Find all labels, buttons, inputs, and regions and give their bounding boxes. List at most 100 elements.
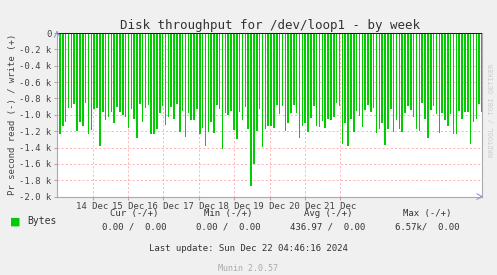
Bar xyxy=(136,33,138,138)
Bar xyxy=(393,33,395,132)
Bar xyxy=(56,33,58,115)
Bar xyxy=(441,33,443,113)
Bar xyxy=(307,33,309,131)
Bar xyxy=(96,33,98,109)
Bar xyxy=(142,33,144,122)
Bar xyxy=(93,33,95,109)
Bar xyxy=(108,33,109,117)
Bar xyxy=(179,33,180,132)
Bar xyxy=(421,33,423,103)
Bar xyxy=(399,33,400,129)
Bar xyxy=(319,33,320,127)
Bar xyxy=(242,33,244,120)
Bar xyxy=(310,33,312,118)
Bar xyxy=(216,33,218,105)
Text: 0.00 /  0.00: 0.00 / 0.00 xyxy=(196,222,261,231)
Bar xyxy=(330,33,331,120)
Bar xyxy=(353,33,354,132)
Bar xyxy=(384,33,386,145)
Bar xyxy=(418,33,420,131)
Text: ■: ■ xyxy=(10,216,20,226)
Bar xyxy=(125,33,126,117)
Bar xyxy=(390,33,392,109)
Bar xyxy=(248,33,249,129)
Bar xyxy=(262,33,263,147)
Bar xyxy=(259,33,260,109)
Bar xyxy=(276,33,277,105)
Bar xyxy=(436,33,437,114)
Bar xyxy=(167,33,169,117)
Bar xyxy=(415,33,417,129)
Bar xyxy=(148,33,149,105)
Bar xyxy=(77,33,78,131)
Bar xyxy=(82,33,83,126)
Bar xyxy=(133,33,135,119)
Bar xyxy=(110,33,112,112)
Bar xyxy=(450,33,451,114)
Bar xyxy=(199,33,200,134)
Bar xyxy=(74,33,75,104)
Bar xyxy=(119,33,121,112)
Bar xyxy=(122,33,124,114)
Bar xyxy=(402,33,403,132)
Bar xyxy=(228,33,229,115)
Bar xyxy=(364,33,366,110)
Text: Last update: Sun Dec 22 04:46:16 2024: Last update: Sun Dec 22 04:46:16 2024 xyxy=(149,244,348,253)
Bar xyxy=(173,33,175,119)
Bar xyxy=(379,33,380,129)
Bar xyxy=(185,33,186,137)
Bar xyxy=(407,33,409,106)
Bar xyxy=(367,33,369,105)
Title: Disk throughput for /dev/loop1 - by week: Disk throughput for /dev/loop1 - by week xyxy=(120,19,419,32)
Text: RRDTOOL / TOBI OETIKER: RRDTOOL / TOBI OETIKER xyxy=(489,63,495,157)
Bar xyxy=(88,33,89,134)
Bar xyxy=(182,33,183,111)
Bar xyxy=(99,33,101,146)
Bar xyxy=(302,33,303,126)
Bar xyxy=(382,33,383,123)
Text: Cur (-/+): Cur (-/+) xyxy=(110,209,159,218)
Bar xyxy=(162,33,164,106)
Bar xyxy=(213,33,215,133)
Bar xyxy=(187,33,189,113)
Bar xyxy=(128,33,129,128)
Bar xyxy=(236,33,238,139)
Bar xyxy=(322,33,323,121)
Bar xyxy=(230,33,232,111)
Bar xyxy=(290,33,292,113)
Bar xyxy=(176,33,178,104)
Text: Avg (-/+): Avg (-/+) xyxy=(304,209,352,218)
Bar xyxy=(105,33,106,120)
Bar xyxy=(239,33,241,112)
Bar xyxy=(68,33,70,108)
Bar xyxy=(356,33,357,111)
Y-axis label: Pr second read (-) / write (+): Pr second read (-) / write (+) xyxy=(7,34,16,196)
Bar xyxy=(373,33,375,108)
Bar xyxy=(225,33,226,113)
Bar xyxy=(62,33,64,126)
Bar xyxy=(438,33,440,133)
Bar xyxy=(205,33,206,146)
Text: Max (-/+): Max (-/+) xyxy=(403,209,452,218)
Bar xyxy=(313,33,315,106)
Bar xyxy=(71,33,72,108)
Bar xyxy=(396,33,397,120)
Bar xyxy=(131,33,132,109)
Bar xyxy=(102,33,103,112)
Bar xyxy=(336,33,337,103)
Bar xyxy=(476,33,477,119)
Bar xyxy=(196,33,198,109)
Bar xyxy=(376,33,377,133)
Bar xyxy=(370,33,372,112)
Text: Munin 2.0.57: Munin 2.0.57 xyxy=(219,264,278,273)
Bar xyxy=(210,33,212,122)
Bar xyxy=(361,33,363,127)
Text: 6.57k/  0.00: 6.57k/ 0.00 xyxy=(395,222,460,231)
Bar xyxy=(328,33,329,119)
Bar xyxy=(479,33,480,104)
Bar xyxy=(279,33,280,114)
Bar xyxy=(473,33,474,122)
Bar xyxy=(316,33,318,126)
Bar xyxy=(79,33,81,122)
Bar xyxy=(113,33,115,123)
